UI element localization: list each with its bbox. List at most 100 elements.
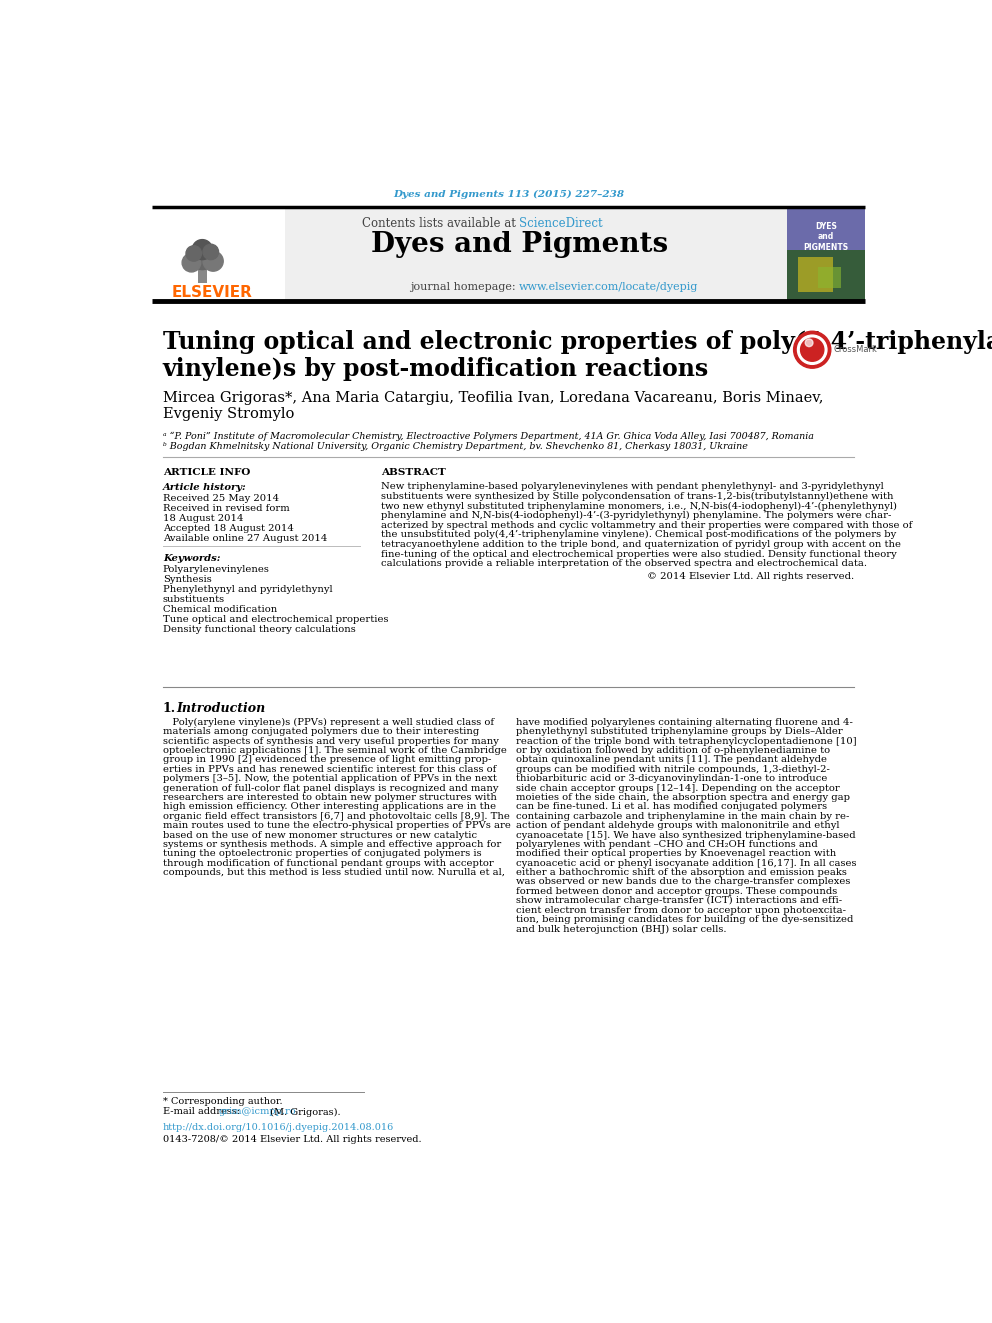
Text: action of pendant aldehyde groups with malononitrile and ethyl: action of pendant aldehyde groups with m…	[516, 822, 839, 830]
Text: thiobarbituric acid or 3-dicyanovinylindan-1-one to introduce: thiobarbituric acid or 3-dicyanovinylind…	[516, 774, 827, 783]
Text: Mircea Grigoras*, Ana Maria Catargiu, Teofilia Ivan, Loredana Vacareanu, Boris M: Mircea Grigoras*, Ana Maria Catargiu, Te…	[163, 392, 823, 405]
Text: moieties of the side chain, the absorption spectra and energy gap: moieties of the side chain, the absorpti…	[516, 792, 850, 802]
Text: phenylamine and N,N-bis(4-iodophenyl)-4’-(3-pyridylethynyl) phenylamine. The pol: phenylamine and N,N-bis(4-iodophenyl)-4’…	[381, 511, 892, 520]
Text: * Corresponding author.: * Corresponding author.	[163, 1097, 283, 1106]
Text: Poly(arylene vinylene)s (PPVs) represent a well studied class of: Poly(arylene vinylene)s (PPVs) represent…	[163, 718, 494, 726]
Text: Tune optical and electrochemical properties: Tune optical and electrochemical propert…	[163, 615, 388, 623]
Circle shape	[183, 254, 200, 273]
Circle shape	[794, 331, 831, 368]
Text: Dyes and Pigments: Dyes and Pigments	[371, 232, 668, 258]
Text: Article history:: Article history:	[163, 483, 246, 492]
Circle shape	[203, 251, 223, 271]
Bar	[788, 250, 865, 302]
Text: researchers are interested to obtain new polymer structures with: researchers are interested to obtain new…	[163, 792, 497, 802]
Bar	[152, 208, 865, 302]
Text: cyanoacetate [15]. We have also synthesized triphenylamine-based: cyanoacetate [15]. We have also synthesi…	[516, 831, 856, 840]
Text: E-mail address:: E-mail address:	[163, 1107, 243, 1117]
Bar	[799, 257, 833, 292]
Text: CrossMark: CrossMark	[833, 345, 877, 355]
Text: show intramolecular charge-transfer (ICT) interactions and effi-: show intramolecular charge-transfer (ICT…	[516, 896, 842, 905]
Text: reaction of the triple bond with tetraphenylcyclopentadienone [10]: reaction of the triple bond with tetraph…	[516, 737, 857, 746]
Text: calculations provide a reliable interpretation of the observed spectra and elect: calculations provide a reliable interpre…	[381, 560, 867, 568]
Text: http://dx.doi.org/10.1016/j.dyepig.2014.08.016: http://dx.doi.org/10.1016/j.dyepig.2014.…	[163, 1123, 394, 1131]
Text: either a bathochromic shift of the absorption and emission peaks: either a bathochromic shift of the absor…	[516, 868, 847, 877]
Text: vinylene)s by post-modification reactions: vinylene)s by post-modification reaction…	[163, 357, 709, 381]
Text: erties in PPVs and has renewed scientific interest for this class of: erties in PPVs and has renewed scientifi…	[163, 765, 496, 774]
Text: www.elsevier.com/locate/dyepig: www.elsevier.com/locate/dyepig	[519, 282, 698, 291]
Text: compounds, but this method is less studied until now. Nurulla et al,: compounds, but this method is less studi…	[163, 868, 505, 877]
Text: Available online 27 August 2014: Available online 27 August 2014	[163, 533, 327, 542]
Text: Dyes and Pigments 113 (2015) 227–238: Dyes and Pigments 113 (2015) 227–238	[393, 189, 624, 198]
Text: Received in revised form: Received in revised form	[163, 504, 290, 513]
Text: polyarylenes with pendant –CHO and CH₂OH functions and: polyarylenes with pendant –CHO and CH₂OH…	[516, 840, 817, 849]
Text: ᵃ “P. Poni” Institute of Macromolecular Chemistry, Electroactive Polymers Depart: ᵃ “P. Poni” Institute of Macromolecular …	[163, 431, 813, 441]
Text: have modified polyarylenes containing alternating fluorene and 4-: have modified polyarylenes containing al…	[516, 718, 853, 726]
Text: optoelectronic applications [1]. The seminal work of the Cambridge: optoelectronic applications [1]. The sem…	[163, 746, 507, 755]
Text: cyanoacetic acid or phenyl isocyanate addition [16,17]. In all cases: cyanoacetic acid or phenyl isocyanate ad…	[516, 859, 857, 868]
Text: two new ethynyl substituted triphenylamine monomers, i.e., N,N-bis(4-iodophenyl): two new ethynyl substituted triphenylami…	[381, 501, 898, 511]
Circle shape	[186, 246, 201, 261]
Text: formed between donor and acceptor groups. These compounds: formed between donor and acceptor groups…	[516, 886, 837, 896]
Text: the unsubstituted poly(4,4’-triphenylamine vinylene). Chemical post-modification: the unsubstituted poly(4,4’-triphenylami…	[381, 531, 897, 540]
Circle shape	[192, 239, 212, 259]
Text: tion, being promising candidates for building of the dye-sensitized: tion, being promising candidates for bui…	[516, 916, 853, 923]
Text: New triphenylamine-based polyarylenevinylenes with pendant phenylethynyl- and 3-: New triphenylamine-based polyaryleneviny…	[381, 482, 884, 491]
Text: Phenylethynyl and pyridylethynyl: Phenylethynyl and pyridylethynyl	[163, 585, 332, 594]
Text: Synthesis: Synthesis	[163, 574, 211, 583]
Bar	[817, 266, 841, 288]
Text: substituents: substituents	[163, 594, 225, 603]
Text: side chain acceptor groups [12–14]. Depending on the acceptor: side chain acceptor groups [12–14]. Depe…	[516, 783, 840, 792]
Text: modified their optical properties by Knoevenagel reaction with: modified their optical properties by Kno…	[516, 849, 836, 859]
Text: substituents were synthesized by Stille polycondensation of trans-1,2-bis(tribut: substituents were synthesized by Stille …	[381, 492, 894, 501]
Text: ARTICLE INFO: ARTICLE INFO	[163, 468, 250, 478]
Text: materials among conjugated polymers due to their interesting: materials among conjugated polymers due …	[163, 728, 479, 736]
Text: organic field effect transistors [6,7] and photovoltaic cells [8,9]. The: organic field effect transistors [6,7] a…	[163, 812, 510, 820]
Circle shape	[189, 245, 214, 270]
Text: based on the use of new monomer structures or new catalytic: based on the use of new monomer structur…	[163, 831, 477, 840]
Text: high emission efficiency. Other interesting applications are in the: high emission efficiency. Other interest…	[163, 802, 496, 811]
Text: ScienceDirect: ScienceDirect	[519, 217, 603, 230]
Text: Density functional theory calculations: Density functional theory calculations	[163, 624, 355, 634]
Text: Introduction: Introduction	[177, 703, 266, 716]
Circle shape	[203, 245, 218, 259]
Circle shape	[806, 339, 813, 347]
Text: and bulk heterojunction (BHJ) solar cells.: and bulk heterojunction (BHJ) solar cell…	[516, 925, 727, 934]
Text: tuning the optoelectronic properties of conjugated polymers is: tuning the optoelectronic properties of …	[163, 849, 481, 859]
Text: © 2014 Elsevier Ltd. All rights reserved.: © 2014 Elsevier Ltd. All rights reserved…	[647, 572, 854, 581]
Text: ABSTRACT: ABSTRACT	[381, 468, 446, 478]
Text: group in 1990 [2] evidenced the presence of light emitting prop-: group in 1990 [2] evidenced the presence…	[163, 755, 491, 765]
Text: scientific aspects of synthesis and very useful properties for many: scientific aspects of synthesis and very…	[163, 737, 499, 746]
Text: Accepted 18 August 2014: Accepted 18 August 2014	[163, 524, 294, 533]
Text: Tuning optical and electronic properties of poly(4,4’-triphenylamine: Tuning optical and electronic properties…	[163, 329, 992, 353]
Text: tetracyanoethylene addition to the triple bond, and quaternization of pyridyl gr: tetracyanoethylene addition to the tripl…	[381, 540, 902, 549]
Text: journal homepage:: journal homepage:	[410, 282, 519, 291]
Text: acterized by spectral methods and cyclic voltammetry and their properties were c: acterized by spectral methods and cyclic…	[381, 521, 913, 529]
Text: Polyarylenevinylenes: Polyarylenevinylenes	[163, 565, 270, 574]
Text: fine-tuning of the optical and electrochemical properties were also studied. Den: fine-tuning of the optical and electroch…	[381, 549, 897, 558]
Text: cient electron transfer from donor to acceptor upon photoexcita-: cient electron transfer from donor to ac…	[516, 906, 846, 914]
Text: Chemical modification: Chemical modification	[163, 605, 277, 614]
Circle shape	[801, 339, 823, 361]
Text: obtain quinoxaline pendant units [11]. The pendant aldehyde: obtain quinoxaline pendant units [11]. T…	[516, 755, 827, 765]
Bar	[788, 208, 865, 302]
Text: can be fine-tuned. Li et al. has modified conjugated polymers: can be fine-tuned. Li et al. has modifie…	[516, 802, 827, 811]
Text: 18 August 2014: 18 August 2014	[163, 513, 243, 523]
Text: ELSEVIER: ELSEVIER	[172, 286, 253, 300]
Text: Received 25 May 2014: Received 25 May 2014	[163, 493, 279, 503]
Text: Evgeniy Stromylo: Evgeniy Stromylo	[163, 406, 294, 421]
Text: polymers [3–5]. Now, the potential application of PPVs in the next: polymers [3–5]. Now, the potential appli…	[163, 774, 497, 783]
Text: was observed or new bands due to the charge-transfer complexes: was observed or new bands due to the cha…	[516, 877, 850, 886]
Text: Keywords:: Keywords:	[163, 554, 220, 562]
Text: systems or synthesis methods. A simple and effective approach for: systems or synthesis methods. A simple a…	[163, 840, 501, 849]
Text: (M. Grigoras).: (M. Grigoras).	[267, 1107, 340, 1117]
Circle shape	[798, 335, 827, 364]
Text: main routes used to tune the electro-physical properties of PPVs are: main routes used to tune the electro-phy…	[163, 822, 511, 830]
Text: Contents lists available at: Contents lists available at	[362, 217, 519, 230]
Text: 0143-7208/© 2014 Elsevier Ltd. All rights reserved.: 0143-7208/© 2014 Elsevier Ltd. All right…	[163, 1135, 422, 1144]
Text: 1.: 1.	[163, 703, 176, 716]
Bar	[152, 208, 286, 302]
Text: generation of full-color flat panel displays is recognized and many: generation of full-color flat panel disp…	[163, 783, 498, 792]
Text: phenylethynyl substituted triphenylamine groups by Diels–Alder: phenylethynyl substituted triphenylamine…	[516, 728, 843, 736]
Text: grim@icmpp.ro: grim@icmpp.ro	[218, 1107, 297, 1117]
Text: DYES
and
PIGMENTS: DYES and PIGMENTS	[804, 222, 849, 251]
